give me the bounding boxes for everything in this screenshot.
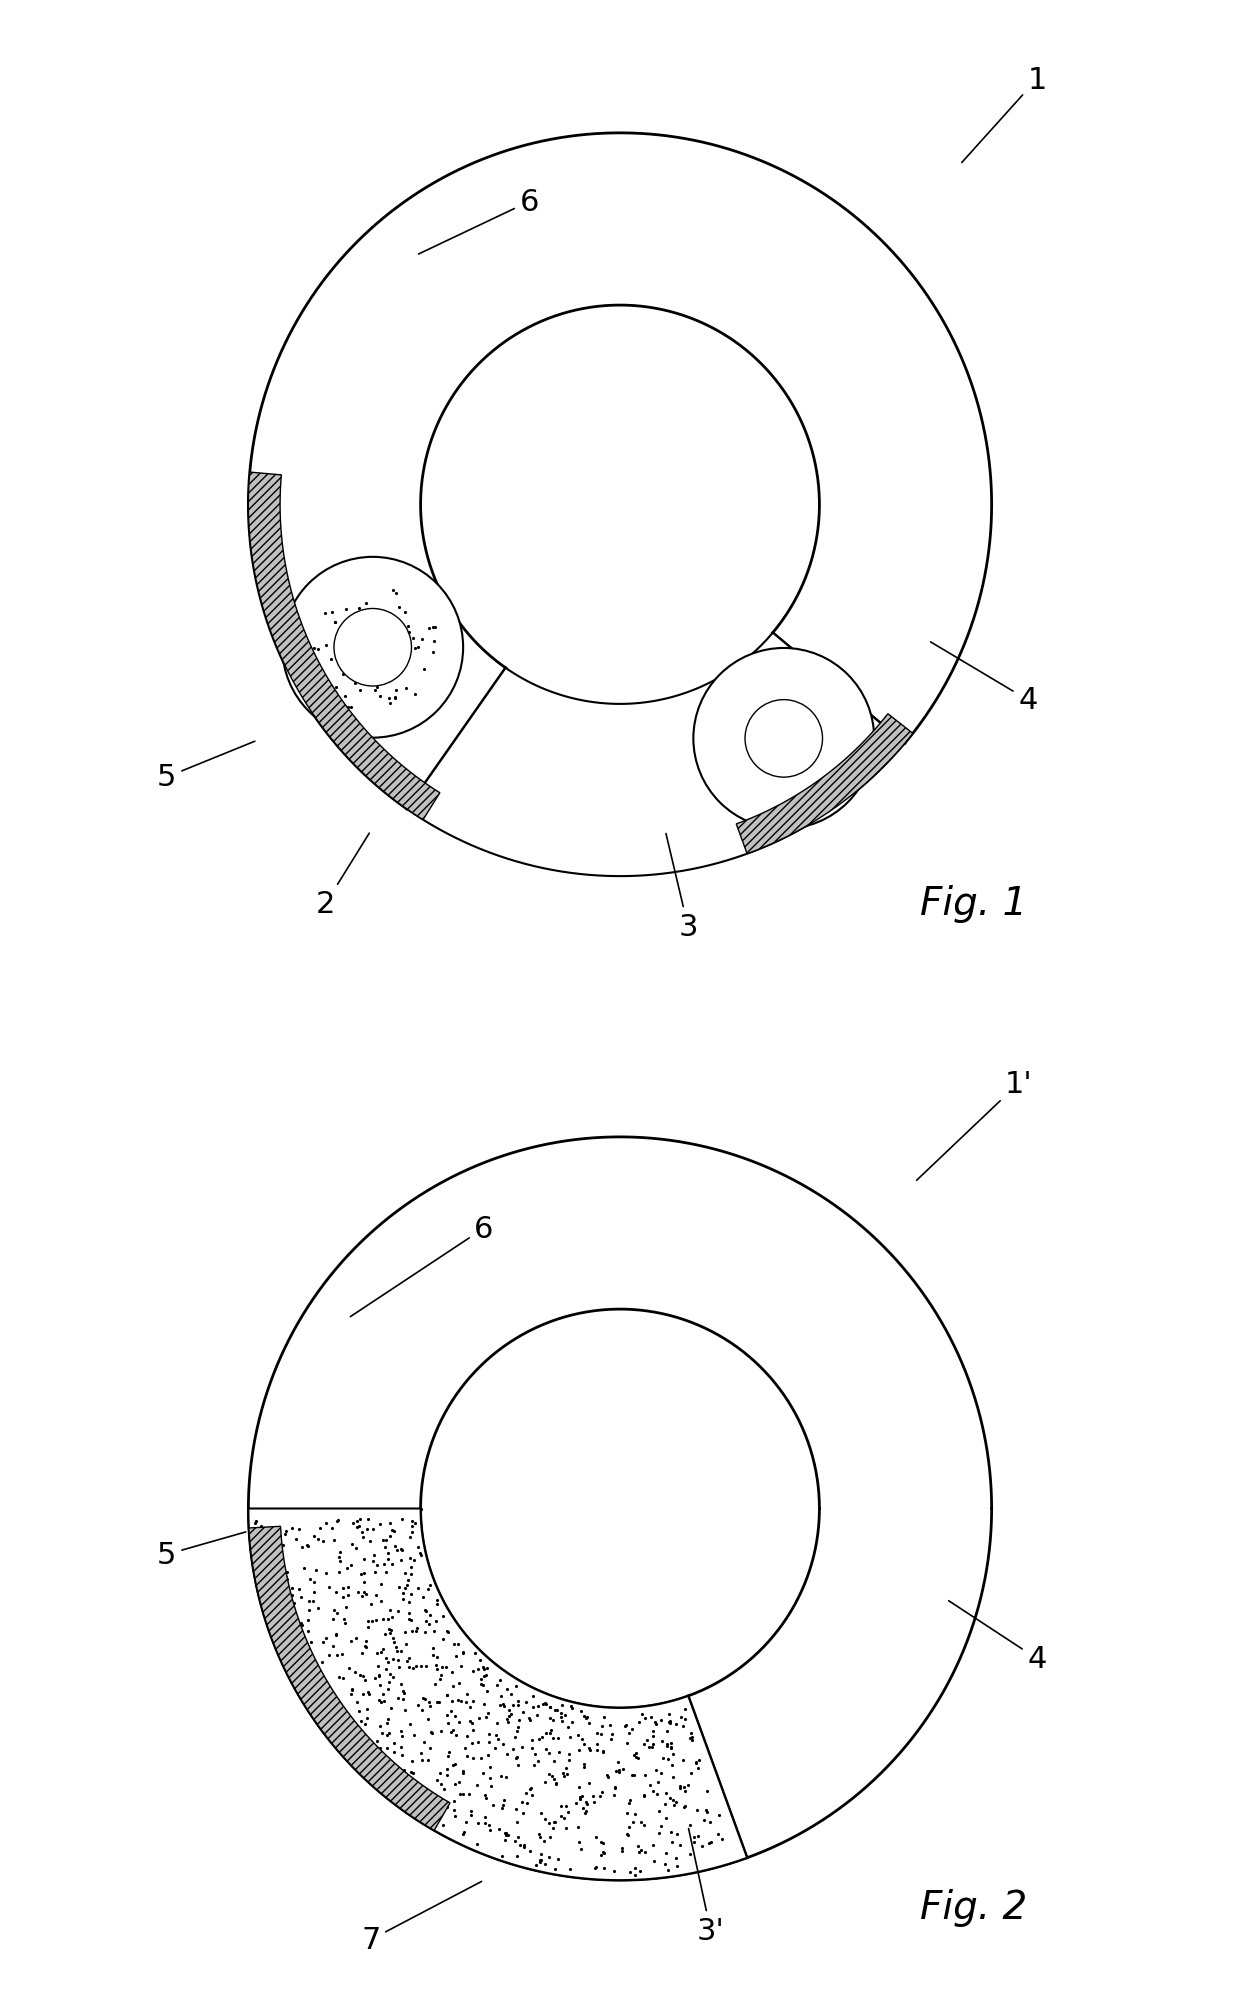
Text: 3': 3': [688, 1829, 724, 1946]
Text: 6: 6: [419, 187, 539, 256]
Text: 3: 3: [666, 834, 698, 943]
Text: 5: 5: [157, 741, 255, 792]
Polygon shape: [248, 1508, 748, 1881]
Text: 6: 6: [351, 1214, 494, 1317]
Polygon shape: [249, 1527, 450, 1831]
Polygon shape: [737, 715, 913, 854]
Circle shape: [693, 649, 874, 830]
Polygon shape: [248, 473, 440, 820]
Circle shape: [745, 701, 822, 777]
Polygon shape: [407, 632, 905, 876]
Text: 4: 4: [930, 642, 1038, 715]
Text: 5: 5: [157, 1533, 246, 1569]
Text: 1: 1: [962, 66, 1047, 163]
Text: 7: 7: [361, 1881, 481, 1954]
Circle shape: [334, 608, 412, 687]
Text: 1': 1': [916, 1069, 1033, 1180]
Text: 2: 2: [316, 834, 370, 918]
Text: Fig. 1: Fig. 1: [920, 884, 1027, 922]
Text: Fig. 2: Fig. 2: [920, 1889, 1027, 1925]
Circle shape: [283, 558, 464, 739]
Text: 4: 4: [949, 1601, 1047, 1674]
